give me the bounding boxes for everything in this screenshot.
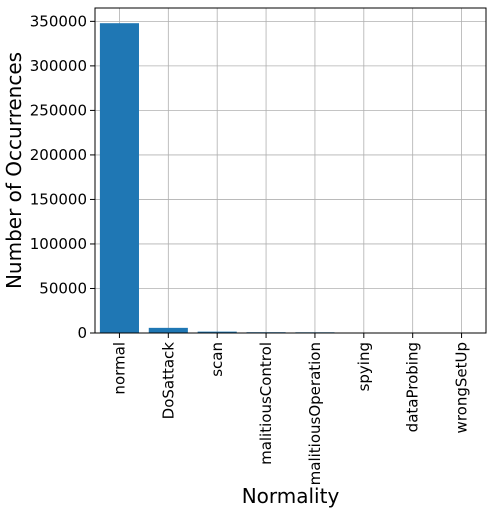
bar-normal — [99, 23, 139, 334]
x-tick-label: malitiousControl — [257, 342, 275, 465]
bars — [99, 23, 482, 334]
y-axis-title: Number of Occurrences — [2, 52, 26, 289]
y-tick-label: 350000 — [30, 12, 87, 30]
x-tick-label: dataProbing — [404, 342, 422, 432]
y-tick-label: 0 — [77, 324, 87, 342]
grid-lines — [95, 8, 486, 334]
y-tick-label: 50000 — [39, 279, 87, 297]
bar-DoSattack — [148, 327, 188, 333]
y-tick-label: 150000 — [30, 190, 87, 208]
x-tick-label: normal — [110, 342, 128, 395]
x-tick-label: spying — [355, 342, 373, 391]
x-tick-label: malitiousOperation — [306, 342, 324, 485]
x-tick-label: DoSattack — [159, 342, 177, 420]
y-tick-label: 200000 — [30, 146, 87, 164]
y-axis-ticks: 0 50000 100000 150000 200000 250000 300000 3500… — [30, 12, 95, 342]
x-tick-label: wrongSetUp — [453, 342, 471, 433]
x-axis-ticks: normal DoSattack scan malitiousControl malit… — [110, 333, 471, 485]
bar-scan — [197, 331, 237, 333]
y-tick-label: 250000 — [30, 101, 87, 119]
y-tick-label: 100000 — [30, 235, 87, 253]
y-tick-label: 300000 — [30, 57, 87, 75]
x-axis-title: Normality — [242, 484, 340, 508]
plot-frame — [94, 7, 487, 334]
x-tick-label: scan — [208, 342, 226, 377]
